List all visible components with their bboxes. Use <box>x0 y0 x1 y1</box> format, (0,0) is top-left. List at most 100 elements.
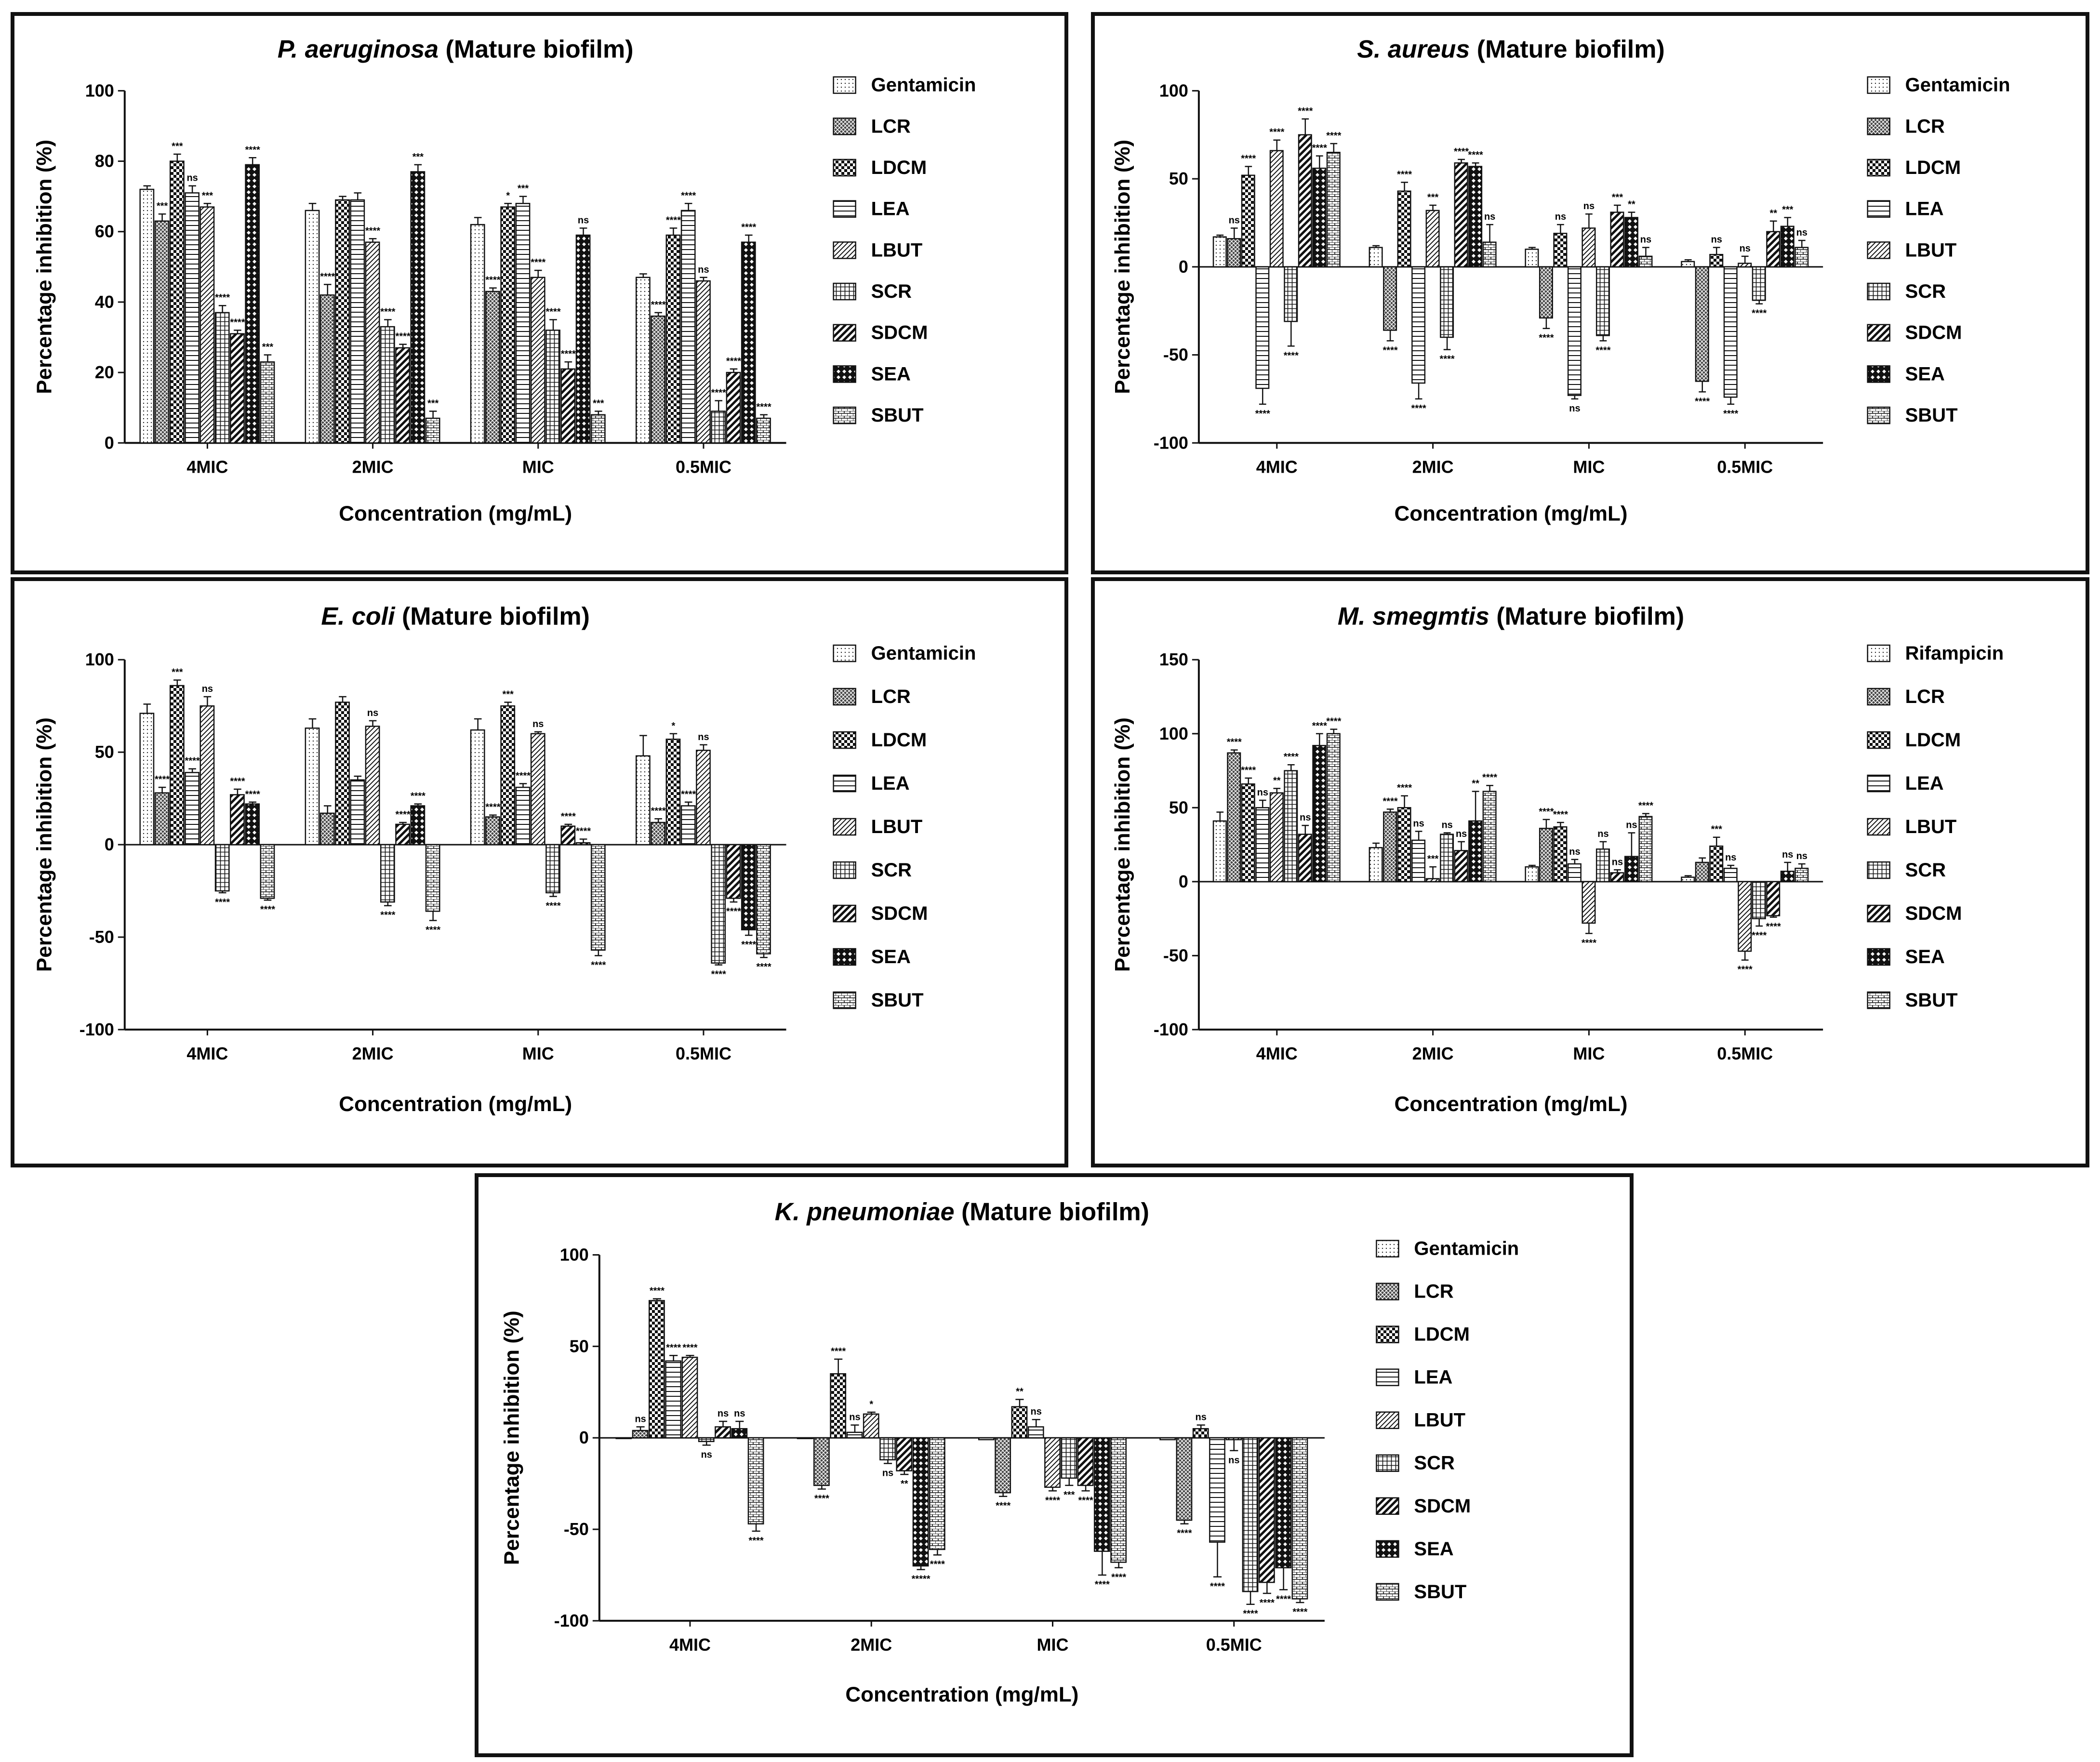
legend-swatch <box>833 688 856 706</box>
x-tick-label: 0.5MIC <box>1717 1044 1773 1063</box>
legend-label: SEA <box>871 363 911 384</box>
significance-label: **** <box>1411 403 1426 414</box>
legend-swatch <box>1867 200 1890 218</box>
legend-label: LEA <box>871 773 910 794</box>
significance-label: ns <box>635 1414 646 1424</box>
significance-label: **** <box>380 306 395 317</box>
legend-swatch <box>1867 324 1890 342</box>
y-axis-label: Percentage inhibition (%) <box>1111 140 1134 394</box>
legend-label: SCR <box>1414 1453 1455 1474</box>
bar-lbut-2mic <box>1425 878 1440 883</box>
significance-label: **** <box>726 906 741 917</box>
bar-ldcm-mic <box>500 206 516 444</box>
bar-sea-0.5mic <box>741 241 756 444</box>
legend-label: SDCM <box>871 903 928 924</box>
significance-label: **** <box>1539 333 1554 344</box>
bar-sea-mic <box>1624 856 1638 883</box>
bar-ldcm-0.5mic <box>665 234 681 444</box>
significance-label: **** <box>1440 354 1455 365</box>
bar-ldcm-mic <box>1011 1406 1028 1439</box>
bar-sea-4mic <box>245 803 260 846</box>
bar-sea-0.5mic <box>741 844 756 930</box>
significance-label: ns <box>1228 1455 1239 1466</box>
legend-swatch <box>833 282 856 301</box>
bar-rifampicin-0.5mic <box>1681 876 1695 883</box>
significance-label: ns <box>701 1449 712 1460</box>
bar-sdcm-2mic <box>896 1437 913 1471</box>
bar-lea-4mic <box>185 192 200 444</box>
legend-swatch <box>1867 774 1890 793</box>
legend-label: LEA <box>871 199 910 220</box>
significance-label: *** <box>1612 192 1623 203</box>
legend-label: SEA <box>1905 946 1945 967</box>
legend-swatch <box>1376 1283 1399 1300</box>
significance-label: *** <box>593 398 604 409</box>
legend-swatch <box>1867 644 1890 662</box>
bar-lcr-0.5mic <box>1695 861 1709 883</box>
bar-lea-4mic <box>665 1360 682 1439</box>
chart-title: S. aureus (Mature biofilm) <box>1357 35 1665 63</box>
bar-scr-2mic <box>879 1437 896 1461</box>
bar-sbut-4mic <box>1326 152 1341 268</box>
bar-lcr-4mic <box>632 1430 649 1439</box>
panel-k-pneumoniae: K. pneumoniae (Mature biofilm) -100 -50 0 50… <box>475 1173 1634 1757</box>
significance-label: **** <box>756 962 771 972</box>
significance-label: **** <box>1595 345 1610 356</box>
bar-gentamicin-mic <box>470 224 485 444</box>
chart-title: K. pneumoniae (Mature biofilm) <box>775 1198 1149 1226</box>
y-axis-label: Percentage inhibition (%) <box>1111 717 1134 972</box>
bar-sdcm-0.5mic <box>726 844 741 899</box>
significance-label: **** <box>681 190 696 201</box>
significance-label: ns <box>532 719 544 729</box>
bar-scr-4mic <box>698 1437 715 1443</box>
x-tick-label: MIC <box>522 457 554 477</box>
legend-swatch <box>833 159 856 177</box>
legend-swatch <box>1867 818 1890 836</box>
significance-label: *** <box>1427 854 1439 864</box>
bar-lbut-2mic <box>365 726 380 846</box>
bar-lbut-mic <box>530 733 545 846</box>
significance-label: **** <box>1482 772 1497 783</box>
significance-label: **** <box>831 1346 846 1357</box>
significance-label: **** <box>245 789 260 800</box>
bar-lcr-0.5mic <box>1176 1437 1193 1521</box>
bar-gentamicin-4mic <box>139 713 155 846</box>
bar-ldcm-mic <box>1553 826 1568 883</box>
significance-label: *** <box>503 689 514 700</box>
bar-sea-2mic <box>410 805 425 846</box>
bar-sea-0.5mic <box>1275 1437 1292 1569</box>
significance-label: ** <box>1769 208 1777 219</box>
significance-label: **** <box>1284 350 1299 361</box>
significance-label: *** <box>1063 1490 1075 1500</box>
legend-label: Gentamicin <box>871 643 976 664</box>
significance-label: ns <box>367 708 378 718</box>
bar-lcr-4mic <box>1227 238 1241 268</box>
legend-swatch <box>1867 948 1890 966</box>
significance-label: **** <box>1397 169 1412 180</box>
x-tick-label: 4MIC <box>186 457 228 477</box>
significance-label: **** <box>711 969 726 980</box>
significance-label: **** <box>1695 396 1710 407</box>
chart-title: M. smegmtis (Mature biofilm) <box>1338 603 1684 631</box>
legend-label: LBUT <box>871 816 923 837</box>
y-tick-label: -50 <box>1163 345 1188 365</box>
legend-label: Gentamicin <box>1905 75 2010 96</box>
significance-label: **** <box>1397 783 1412 794</box>
bar-lcr-2mic <box>1383 811 1397 883</box>
significance-label: ns <box>1484 212 1495 222</box>
bar-lbut-mic <box>1582 227 1596 268</box>
legend-label: SCR <box>871 281 912 302</box>
legend-label: LBUT <box>1905 816 1957 837</box>
bar-lcr-2mic <box>1383 266 1397 331</box>
legend-label: SEA <box>871 946 911 967</box>
bar-rifampicin-mic <box>1525 866 1539 883</box>
y-tick-label: 50 <box>95 742 114 762</box>
significance-label: * <box>672 721 676 731</box>
bar-ldcm-4mic <box>169 160 185 444</box>
significance-label: **** <box>1241 154 1256 164</box>
legend-label: LEA <box>1905 199 1944 220</box>
legend-swatch <box>1867 365 1890 383</box>
legend-swatch <box>1376 1583 1399 1601</box>
significance-label: **** <box>1269 127 1284 138</box>
bar-sdcm-4mic <box>230 333 245 444</box>
